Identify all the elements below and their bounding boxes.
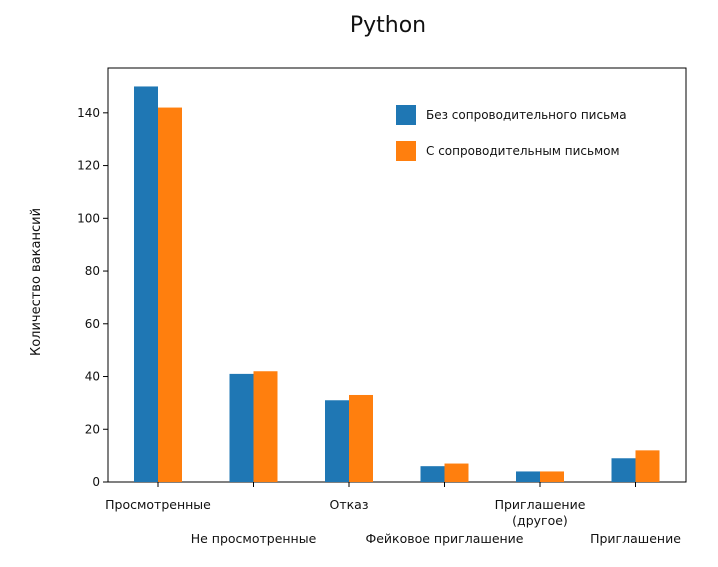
x-tick-label-line: (другое) <box>512 513 568 528</box>
x-tick-label: Не просмотренные <box>191 531 317 546</box>
bar-without-letter <box>611 458 636 482</box>
y-tick-label: 100 <box>77 211 100 225</box>
bar-with-letter <box>444 463 469 482</box>
y-tick-label: 40 <box>85 370 100 384</box>
x-tick-label: Отказ <box>330 497 369 512</box>
x-tick-label: Просмотренные <box>105 497 211 512</box>
legend-swatch <box>396 105 416 125</box>
x-tick-label-line: Просмотренные <box>105 497 211 512</box>
y-axis-label: Количество вакансий <box>29 208 44 356</box>
x-tick-label-line: Приглашение <box>495 497 586 512</box>
chart-title: Python <box>350 13 426 38</box>
bar-without-letter <box>516 471 540 482</box>
bar-with-letter <box>635 450 660 482</box>
y-tick-label: 120 <box>77 159 100 173</box>
bar-without-letter <box>325 400 349 482</box>
plot-frame <box>107 67 687 483</box>
bar-with-letter <box>158 107 182 482</box>
x-tick-label-line: Отказ <box>330 497 369 512</box>
legend: Без сопроводительного письма С сопроводит… <box>396 105 627 161</box>
y-tick-label: 0 <box>92 475 100 489</box>
x-tick-label-line: Не просмотренные <box>191 531 317 546</box>
legend-label: Без сопроводительного письма <box>426 108 627 122</box>
bar-with-letter <box>253 371 278 482</box>
y-tick-label: 80 <box>85 264 100 278</box>
bar-without-letter <box>229 373 254 482</box>
bar-without-letter <box>134 86 158 483</box>
x-tick-label-line: Фейковое приглашение <box>365 531 523 546</box>
legend-swatch <box>396 141 416 161</box>
bar-without-letter <box>420 466 445 482</box>
plot-area: 0 20 40 60 80 100 120 140 Просмотренные Не просмо… <box>77 67 687 546</box>
y-tick-label: 20 <box>85 422 100 436</box>
bar-with-letter <box>349 394 373 482</box>
x-tick-label-line: Приглашение <box>590 531 681 546</box>
bar-with-letter <box>540 471 564 482</box>
legend-label: С сопроводительным письмом <box>426 144 620 158</box>
y-tick-label: 140 <box>77 106 100 120</box>
y-tick-label: 60 <box>85 317 100 331</box>
x-tick-label: Приглашение (другое) <box>495 497 586 528</box>
x-tick-label: Приглашение <box>590 531 681 546</box>
x-tick-label: Фейковое приглашение <box>365 531 523 546</box>
